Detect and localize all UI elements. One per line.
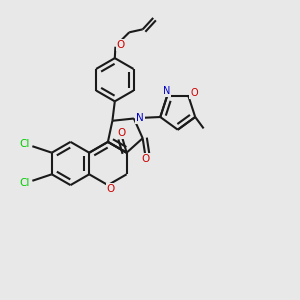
Text: N: N [163,86,170,96]
Text: Cl: Cl [20,178,30,188]
Text: N: N [136,113,144,123]
Text: Cl: Cl [20,139,30,149]
Text: O: O [118,128,126,138]
Text: O: O [117,40,125,50]
Text: O: O [190,88,198,98]
Text: O: O [107,184,115,194]
Text: O: O [142,154,150,164]
